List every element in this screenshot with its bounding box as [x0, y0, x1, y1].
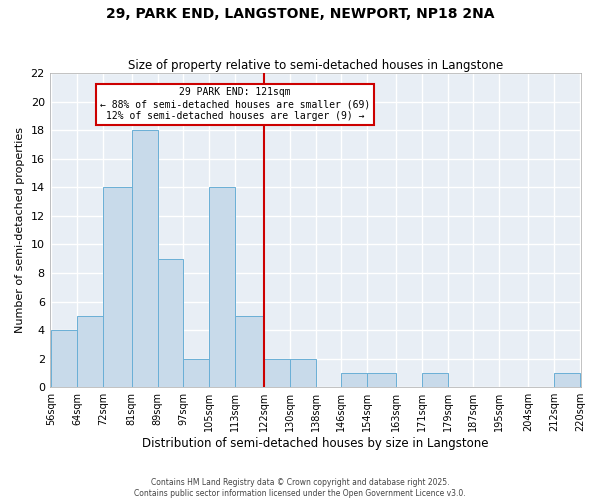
- Bar: [158, 258, 184, 387]
- Bar: [290, 358, 316, 387]
- Bar: [132, 130, 158, 387]
- X-axis label: Distribution of semi-detached houses by size in Langstone: Distribution of semi-detached houses by …: [142, 437, 489, 450]
- Bar: [341, 373, 367, 387]
- Bar: [184, 358, 209, 387]
- Bar: [264, 358, 290, 387]
- Bar: [103, 188, 132, 387]
- Bar: [554, 373, 580, 387]
- Bar: [367, 373, 396, 387]
- Text: 29, PARK END, LANGSTONE, NEWPORT, NP18 2NA: 29, PARK END, LANGSTONE, NEWPORT, NP18 2…: [106, 8, 494, 22]
- Y-axis label: Number of semi-detached properties: Number of semi-detached properties: [15, 127, 25, 333]
- Text: 29 PARK END: 121sqm
← 88% of semi-detached houses are smaller (69)
12% of semi-d: 29 PARK END: 121sqm ← 88% of semi-detach…: [100, 88, 370, 120]
- Bar: [422, 373, 448, 387]
- Bar: [235, 316, 264, 387]
- Bar: [209, 188, 235, 387]
- Bar: [51, 330, 77, 387]
- Text: Contains HM Land Registry data © Crown copyright and database right 2025.
Contai: Contains HM Land Registry data © Crown c…: [134, 478, 466, 498]
- Title: Size of property relative to semi-detached houses in Langstone: Size of property relative to semi-detach…: [128, 59, 503, 72]
- Bar: [77, 316, 103, 387]
